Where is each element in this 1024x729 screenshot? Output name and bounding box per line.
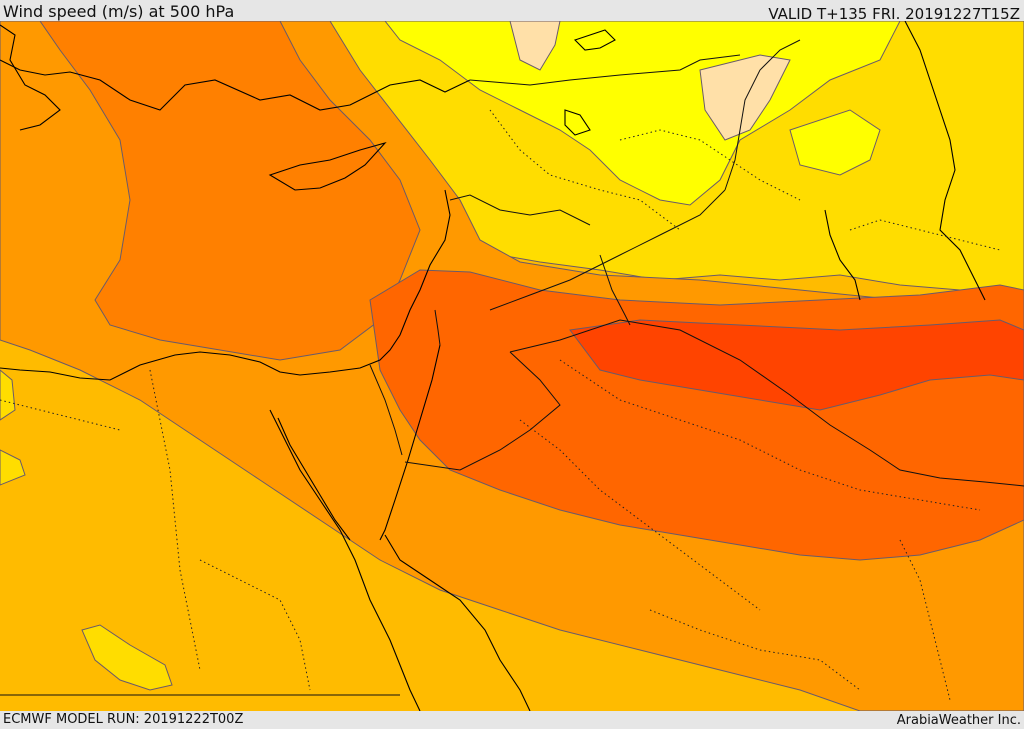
contour-band-peach-east	[699, 54, 791, 141]
coastline-gulf-of-suez	[277, 417, 351, 541]
coastline-cyprus	[268, 141, 387, 191]
contour-band-yellow-sw	[81, 624, 173, 691]
border-saudi-kuwait	[599, 254, 631, 326]
border-syria-iraq	[489, 189, 726, 311]
coastline-levant	[0, 189, 451, 381]
map-canvas	[0, 21, 1024, 711]
coastline-gulf-of-aqaba	[379, 344, 441, 541]
contour-band-yellow-west-edge-2	[0, 449, 26, 486]
border-turkey-iran	[469, 54, 741, 86]
model-run-label: ECMWF MODEL RUN: 20191222T00Z	[3, 712, 244, 727]
admin-boundary-2	[519, 419, 761, 611]
admin-boundary-6	[899, 539, 951, 701]
coastline-red-sea-west	[269, 409, 421, 711]
contour-band-peach	[509, 21, 561, 71]
border-jordan-saudi	[404, 351, 561, 471]
coastline-arabia-west	[384, 534, 531, 711]
contour-band-yellow-ne	[789, 109, 881, 176]
credit-label: ArabiaWeather Inc.	[896, 713, 1021, 728]
border-iraq-saudi	[509, 319, 1024, 487]
admin-boundary-5	[619, 129, 801, 201]
admin-boundary-4	[489, 109, 681, 231]
coastline-turkey	[0, 59, 471, 111]
border-iraq-iran	[724, 39, 801, 191]
coastline-aegean	[0, 24, 61, 131]
contour-band-max-core	[569, 319, 1024, 411]
border-turkey-syria	[449, 194, 591, 226]
valid-time-label: VALID T+135 FRI. 20191227T15Z	[768, 5, 1020, 23]
header-bar: Wind speed (m/s) at 500 hPa VALID T+135 …	[0, 0, 1024, 23]
weather-map	[0, 21, 1024, 711]
border-sinai	[369, 364, 403, 456]
coastline-lake-van	[564, 109, 591, 136]
coastline-black-sea-east	[573, 29, 616, 51]
map-title: Wind speed (m/s) at 500 hPa	[3, 2, 235, 21]
admin-boundary-9	[849, 219, 1001, 251]
coastline-persian-gulf-north	[824, 209, 861, 301]
coastline-caspian	[904, 21, 986, 301]
contour-band-dark-orange-nw	[39, 21, 421, 361]
admin-boundary-1	[149, 369, 201, 671]
contour-band-yellow-west-edge	[0, 369, 16, 421]
border-jordan-west	[434, 309, 441, 346]
admin-boundary-7	[649, 609, 861, 691]
footer-bar: ECMWF MODEL RUN: 20191222T00Z ArabiaWeat…	[0, 711, 1024, 729]
